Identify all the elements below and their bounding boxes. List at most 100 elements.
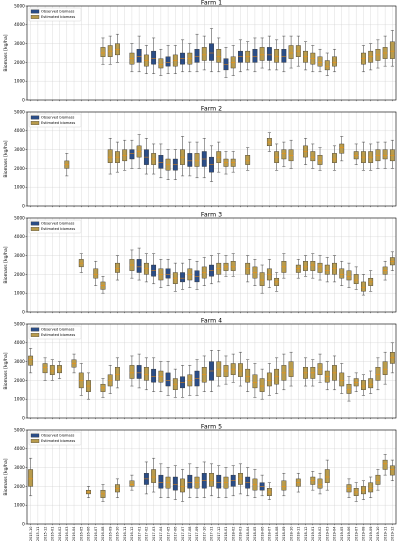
observed-box bbox=[158, 463, 164, 498]
observed-box bbox=[252, 37, 258, 73]
estimated-box bbox=[115, 478, 120, 498]
estimated-box bbox=[172, 45, 178, 74]
estimated-box bbox=[151, 143, 157, 175]
estimated-iqr bbox=[281, 480, 287, 491]
estimated-box bbox=[201, 35, 207, 71]
estimated-box bbox=[209, 463, 214, 497]
estimated-box bbox=[281, 473, 287, 497]
estimated-box bbox=[115, 255, 120, 281]
observed-iqr bbox=[165, 372, 171, 387]
estimated-iqr bbox=[115, 262, 120, 273]
y-tick-label: 4000 bbox=[14, 128, 25, 133]
estimated-box bbox=[223, 151, 229, 175]
estimated-box bbox=[252, 469, 258, 498]
estimated-box bbox=[303, 357, 308, 387]
estimated-box bbox=[252, 259, 258, 286]
observed-box bbox=[136, 353, 142, 389]
x-tick-label: 2018-09 bbox=[282, 527, 286, 542]
legend-swatch-estimated bbox=[30, 227, 40, 231]
y-tick-label: 3000 bbox=[14, 253, 25, 258]
estimated-box bbox=[158, 361, 164, 392]
estimated-iqr bbox=[339, 372, 345, 387]
legend-swatch-observed bbox=[30, 433, 40, 438]
estimated-box bbox=[129, 355, 135, 387]
estimated-box bbox=[339, 136, 345, 162]
estimated-box bbox=[266, 482, 272, 500]
observed-box bbox=[172, 465, 178, 500]
estimated-box bbox=[382, 141, 388, 169]
estimated-box bbox=[295, 473, 301, 493]
estimated-box bbox=[375, 39, 381, 69]
observed-box bbox=[165, 45, 171, 74]
estimated-box bbox=[389, 459, 395, 481]
y-axis-label: Biomass [kg/ha] bbox=[3, 246, 9, 283]
x-tick-label: 2018-06 bbox=[260, 527, 264, 542]
x-tick-label: 2016-04 bbox=[72, 526, 76, 541]
y-tick-label: 5000 bbox=[14, 321, 25, 326]
x-tick-label: 2017-04 bbox=[159, 526, 163, 541]
y-tick-label: 1000 bbox=[14, 503, 25, 508]
x-tick-label: 2018-04 bbox=[246, 526, 250, 541]
observed-box bbox=[194, 359, 200, 396]
farm-panel: Farm 5 0 1000 2000 3000 4000 5000 Biomass [kg/h… bbox=[3, 424, 397, 526]
estimated-box bbox=[274, 272, 280, 292]
x-tick-label: 2019-04 bbox=[333, 526, 337, 541]
estimated-box bbox=[245, 41, 251, 71]
estimated-box bbox=[49, 359, 55, 381]
estimated-box bbox=[361, 274, 366, 296]
estimated-iqr bbox=[281, 149, 287, 160]
estimated-box bbox=[230, 151, 236, 173]
estimated-iqr bbox=[317, 155, 323, 165]
estimated-box bbox=[143, 45, 149, 74]
estimated-iqr bbox=[346, 270, 352, 281]
estimated-box bbox=[375, 357, 381, 391]
x-tick-label: 2016-10 bbox=[116, 527, 120, 542]
y-tick-label: 2000 bbox=[14, 272, 25, 277]
legend-swatch-observed bbox=[30, 327, 40, 332]
estimated-box bbox=[346, 262, 352, 288]
estimated-box bbox=[230, 45, 236, 76]
estimated-box bbox=[368, 270, 374, 292]
estimated-iqr bbox=[245, 368, 251, 383]
y-tick-label: 2000 bbox=[14, 378, 25, 383]
x-tick-label: 2016-11 bbox=[123, 527, 127, 542]
estimated-iqr bbox=[93, 268, 99, 279]
y-tick-label: 0 bbox=[22, 415, 25, 420]
estimated-iqr bbox=[288, 45, 294, 59]
estimated-iqr bbox=[317, 56, 323, 67]
panel-title: Farm 4 bbox=[201, 318, 222, 325]
estimated-box bbox=[201, 355, 207, 392]
x-tick-label: 2017-03 bbox=[152, 527, 156, 542]
estimated-box bbox=[57, 361, 62, 379]
observed-box bbox=[136, 247, 142, 281]
estimated-box bbox=[281, 353, 287, 391]
x-tick-label: 2018-01 bbox=[224, 527, 228, 542]
y-tick-label: 0 bbox=[22, 203, 25, 208]
observed-iqr bbox=[165, 268, 171, 279]
estimated-box bbox=[310, 143, 316, 169]
legend-frame bbox=[28, 431, 82, 446]
x-tick-label: 2015-11 bbox=[36, 527, 40, 542]
estimated-iqr bbox=[353, 274, 359, 284]
estimated-box bbox=[107, 138, 113, 175]
estimated-iqr bbox=[324, 264, 330, 275]
estimated-iqr bbox=[42, 363, 48, 374]
estimated-box bbox=[288, 139, 294, 169]
x-tick-label: 2016-07 bbox=[94, 527, 98, 542]
observed-box bbox=[194, 33, 200, 73]
estimated-box bbox=[310, 471, 316, 491]
estimated-iqr bbox=[332, 56, 337, 67]
x-tick-label: 2018-08 bbox=[275, 527, 279, 542]
x-tick-label: 2017-08 bbox=[188, 527, 192, 542]
observed-iqr bbox=[158, 155, 164, 169]
estimated-box bbox=[216, 37, 222, 73]
estimated-box bbox=[86, 486, 91, 498]
observed-iqr bbox=[136, 365, 142, 379]
observed-iqr bbox=[129, 149, 135, 160]
estimated-box bbox=[194, 141, 200, 179]
x-tick-label: 2019-11 bbox=[383, 527, 387, 542]
observed-box bbox=[180, 262, 185, 290]
